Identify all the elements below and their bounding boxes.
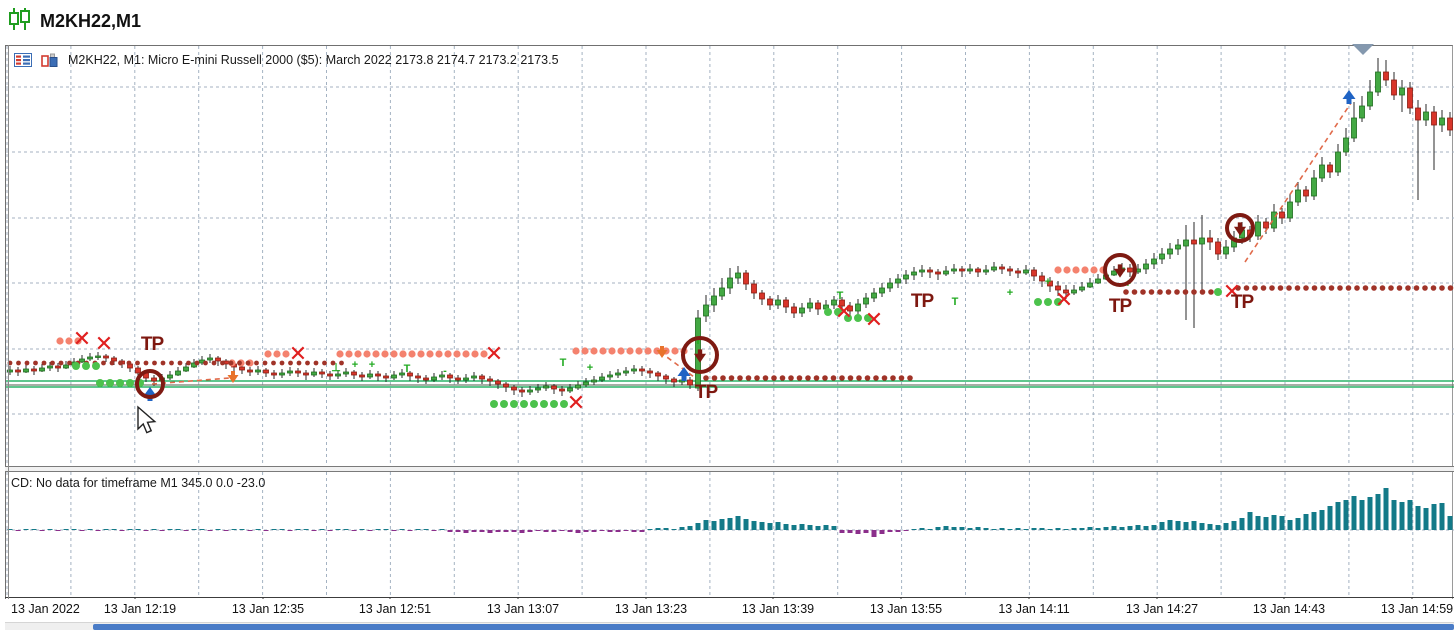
svg-text:✕: ✕ bbox=[95, 332, 113, 357]
time-axis-label: 13 Jan 13:55 bbox=[869, 602, 943, 616]
svg-text:✕: ✕ bbox=[1223, 280, 1241, 305]
svg-text:✕: ✕ bbox=[835, 300, 853, 325]
svg-text:-: - bbox=[443, 365, 447, 377]
chart-header: M2KH22, M1: Micro E-mini Russell 2000 ($… bbox=[14, 51, 559, 69]
time-axis-label: 13 Jan 13:07 bbox=[486, 602, 560, 616]
time-axis-label: 13 Jan 13:23 bbox=[614, 602, 688, 616]
time-axis-label: 13 Jan 14:11 bbox=[998, 602, 1070, 616]
svg-text:T: T bbox=[952, 296, 959, 308]
svg-text:+: + bbox=[369, 359, 375, 371]
horizontal-scrollbar[interactable] bbox=[5, 622, 1454, 630]
scroll-to-end-triangle-icon bbox=[1352, 44, 1374, 55]
svg-text:✕: ✕ bbox=[865, 308, 883, 333]
symbol-description: M2KH22, M1: Micro E-mini Russell 2000 ($… bbox=[68, 53, 559, 67]
time-axis-label: 13 Jan 13:39 bbox=[741, 602, 815, 616]
svg-text:T: T bbox=[404, 363, 411, 375]
chart-bars-icon[interactable] bbox=[41, 53, 59, 67]
indicator-list-icon[interactable] bbox=[14, 53, 32, 67]
candlestick-symbol-icon bbox=[8, 7, 32, 35]
mouse-cursor bbox=[137, 405, 157, 434]
tp-label: TP bbox=[911, 291, 935, 312]
tp-label: TP bbox=[1109, 296, 1133, 317]
chart-window[interactable] bbox=[5, 45, 1453, 630]
time-axis-label: 13 Jan 14:59 bbox=[1380, 602, 1454, 616]
tp-label: TP bbox=[141, 334, 165, 355]
time-axis-label: 13 Jan 12:19 bbox=[103, 602, 177, 616]
panel-splitter[interactable] bbox=[5, 466, 1454, 472]
window-title: M2KH22,M1 bbox=[40, 10, 142, 31]
scrollbar-thumb[interactable] bbox=[93, 624, 1454, 630]
svg-text:+: + bbox=[1045, 276, 1051, 288]
time-axis-label: 13 Jan 12:35 bbox=[231, 602, 305, 616]
svg-text:⊥: ⊥ bbox=[331, 362, 341, 374]
svg-text:T: T bbox=[560, 357, 567, 369]
time-axis-label: 13 Jan 12:51 bbox=[358, 602, 432, 616]
time-axis[interactable]: 13 Jan 2022 13 Jan 12:19 13 Jan 12:35 13 Ja… bbox=[5, 599, 1454, 622]
tp-label: TP bbox=[695, 382, 719, 403]
svg-text:T: T bbox=[837, 290, 844, 302]
svg-text:✕: ✕ bbox=[567, 391, 585, 416]
svg-text:+: + bbox=[587, 362, 593, 374]
time-axis-label: 13 Jan 14:43 bbox=[1252, 602, 1326, 616]
svg-text:+: + bbox=[352, 359, 358, 371]
svg-text:✕: ✕ bbox=[289, 342, 307, 367]
svg-text:✕: ✕ bbox=[73, 327, 91, 352]
cd-indicator-label: CD: No data for timeframe M1 345.0 0.0 -… bbox=[11, 476, 266, 490]
svg-text:T: T bbox=[695, 335, 702, 347]
time-axis-separator bbox=[5, 597, 1454, 598]
window-left-edge bbox=[8, 45, 9, 630]
time-axis-label: 13 Jan 14:27 bbox=[1125, 602, 1199, 616]
time-axis-label: 13 Jan 2022 bbox=[11, 602, 80, 616]
svg-text:✕: ✕ bbox=[1055, 288, 1073, 313]
tp-label: TP bbox=[1231, 292, 1255, 313]
svg-text:✕: ✕ bbox=[485, 342, 503, 367]
window-titlebar: M2KH22,M1 bbox=[8, 6, 141, 36]
svg-text:+: + bbox=[1007, 287, 1013, 299]
